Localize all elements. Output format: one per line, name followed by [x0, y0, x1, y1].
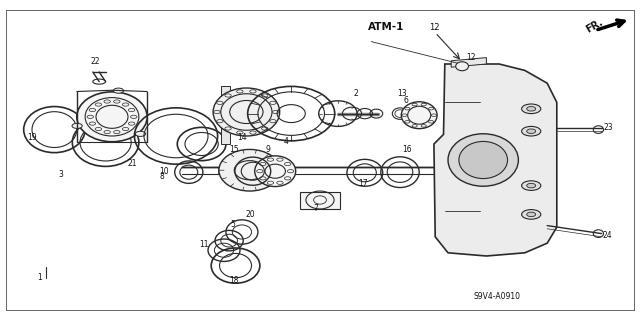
Circle shape	[522, 126, 541, 136]
Text: 24: 24	[603, 231, 612, 240]
Text: 22: 22	[91, 57, 100, 66]
Ellipse shape	[213, 88, 280, 136]
Circle shape	[72, 123, 82, 128]
Text: 3: 3	[59, 170, 64, 179]
Text: 18: 18	[229, 276, 239, 285]
Text: 2: 2	[353, 89, 358, 98]
Circle shape	[114, 100, 120, 103]
Ellipse shape	[448, 134, 518, 186]
Text: 9: 9	[266, 145, 271, 154]
Circle shape	[95, 103, 102, 106]
Text: 21: 21	[128, 159, 138, 168]
Circle shape	[131, 115, 137, 118]
Circle shape	[113, 88, 124, 93]
Text: 4: 4	[284, 137, 289, 146]
Circle shape	[129, 108, 135, 112]
Polygon shape	[451, 58, 486, 67]
Circle shape	[527, 183, 536, 188]
Text: 16: 16	[402, 145, 412, 154]
Ellipse shape	[77, 92, 147, 142]
Text: 19: 19	[27, 133, 36, 142]
Text: 17: 17	[358, 179, 368, 188]
Text: 5: 5	[230, 220, 236, 229]
Circle shape	[104, 131, 110, 134]
Polygon shape	[221, 86, 230, 144]
Text: 14: 14	[237, 133, 246, 142]
Circle shape	[122, 103, 129, 106]
Ellipse shape	[456, 62, 468, 71]
Polygon shape	[434, 64, 557, 256]
Circle shape	[114, 131, 120, 134]
Circle shape	[522, 104, 541, 114]
Circle shape	[89, 122, 95, 125]
Text: 8: 8	[160, 172, 164, 181]
Text: 23: 23	[604, 123, 613, 132]
Circle shape	[527, 212, 536, 217]
Text: 11: 11	[200, 240, 209, 249]
Text: FR.: FR.	[584, 18, 604, 35]
Text: S9V4-A0910: S9V4-A0910	[474, 292, 520, 301]
Text: 7: 7	[314, 204, 319, 213]
Text: 13: 13	[397, 89, 406, 98]
Ellipse shape	[219, 149, 280, 191]
Text: 12: 12	[466, 53, 476, 62]
Text: 15: 15	[229, 145, 239, 154]
Text: 20: 20	[245, 210, 255, 219]
Circle shape	[522, 181, 541, 190]
Text: ATM-1: ATM-1	[368, 22, 404, 32]
Text: 1: 1	[37, 273, 42, 282]
Circle shape	[95, 127, 102, 131]
Circle shape	[129, 122, 135, 125]
Text: 10: 10	[159, 167, 168, 176]
Circle shape	[527, 107, 536, 111]
Text: 12: 12	[429, 23, 439, 32]
Ellipse shape	[255, 156, 296, 187]
Polygon shape	[300, 192, 340, 209]
Circle shape	[87, 115, 93, 118]
Circle shape	[89, 108, 95, 112]
Ellipse shape	[401, 102, 437, 129]
Circle shape	[122, 127, 129, 131]
Ellipse shape	[459, 141, 508, 179]
Circle shape	[135, 131, 145, 136]
Text: 6: 6	[403, 96, 408, 105]
Circle shape	[522, 210, 541, 219]
Circle shape	[104, 100, 110, 103]
Circle shape	[527, 129, 536, 133]
